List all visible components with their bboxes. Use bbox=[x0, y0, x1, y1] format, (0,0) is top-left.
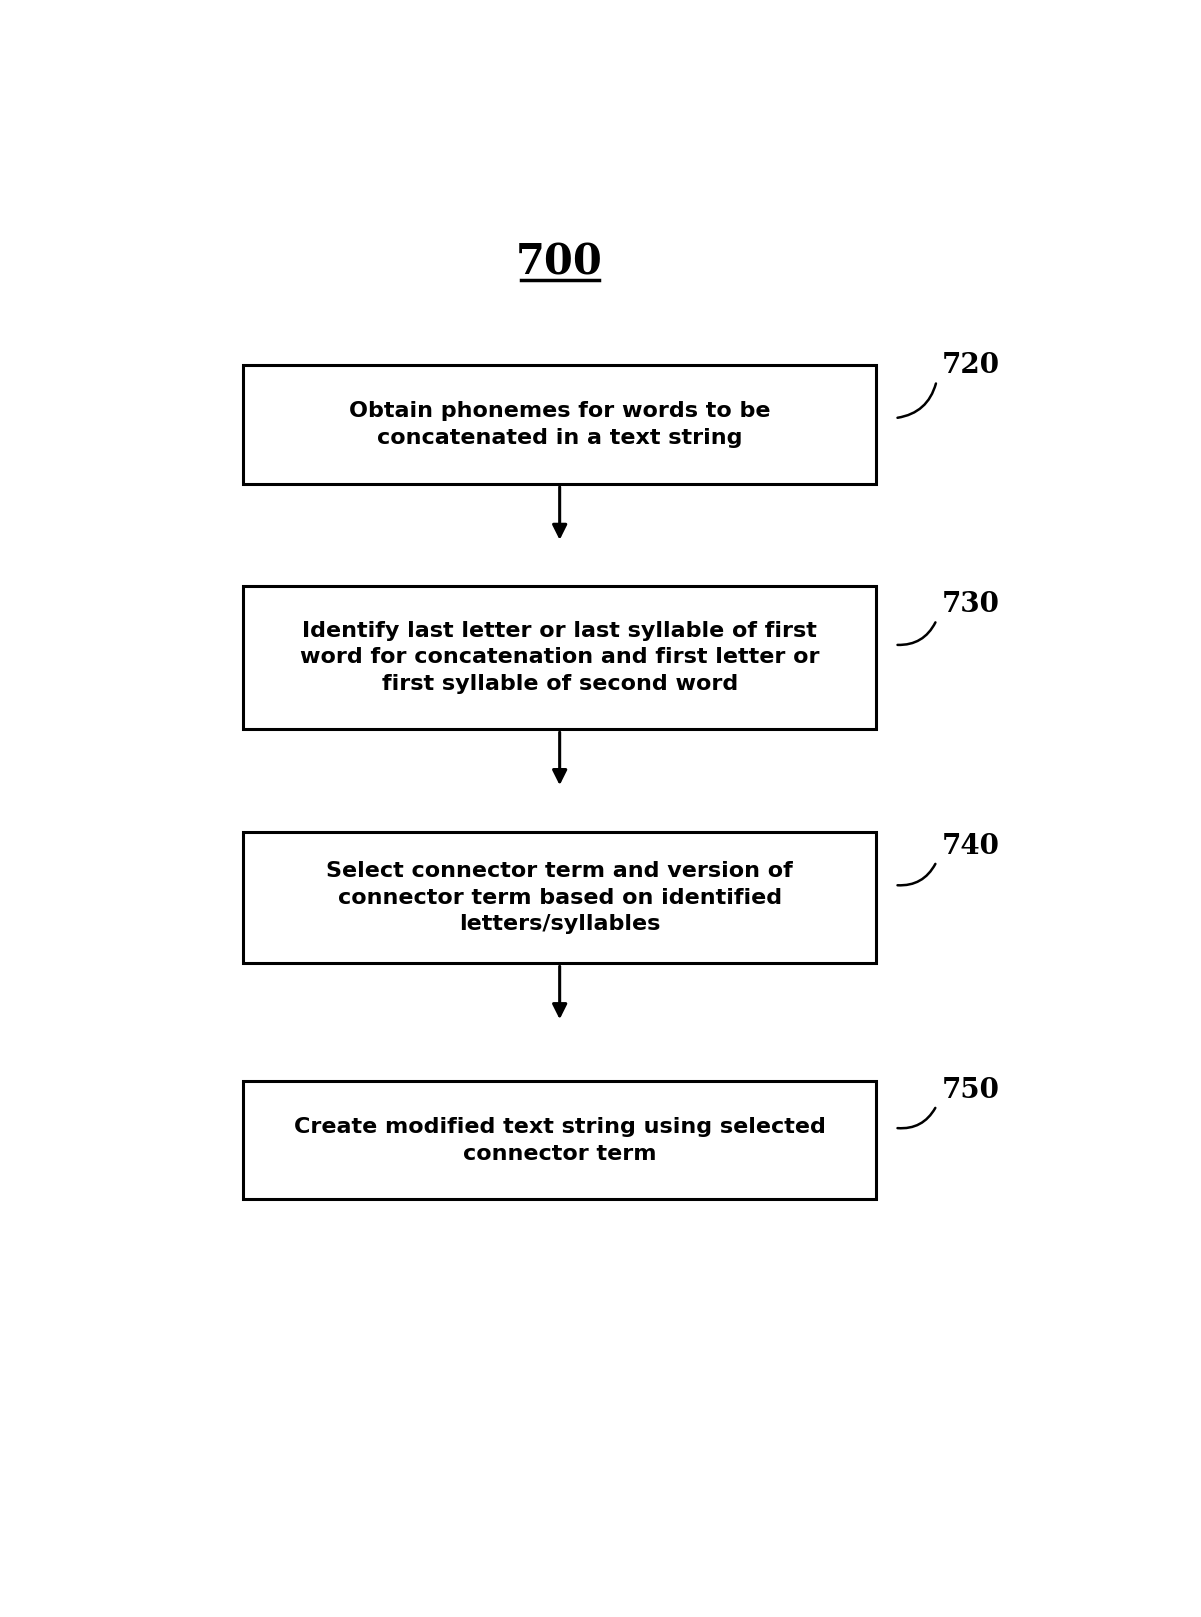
Text: 740: 740 bbox=[942, 833, 999, 860]
FancyArrowPatch shape bbox=[897, 1108, 936, 1129]
Text: 750: 750 bbox=[942, 1077, 999, 1104]
Text: Obtain phonemes for words to be
concatenated in a text string: Obtain phonemes for words to be concaten… bbox=[349, 401, 770, 448]
Text: 720: 720 bbox=[942, 353, 999, 380]
FancyArrowPatch shape bbox=[897, 383, 936, 417]
FancyArrowPatch shape bbox=[897, 863, 936, 886]
Text: 700: 700 bbox=[516, 241, 603, 283]
Text: 730: 730 bbox=[942, 592, 999, 618]
FancyBboxPatch shape bbox=[243, 1082, 877, 1200]
FancyBboxPatch shape bbox=[243, 365, 877, 483]
FancyBboxPatch shape bbox=[243, 833, 877, 962]
Text: Identify last letter or last syllable of first
word for concatenation and first : Identify last letter or last syllable of… bbox=[300, 621, 819, 694]
FancyBboxPatch shape bbox=[243, 585, 877, 729]
FancyArrowPatch shape bbox=[897, 623, 936, 645]
Text: Create modified text string using selected
connector term: Create modified text string using select… bbox=[294, 1117, 825, 1164]
Text: Select connector term and version of
connector term based on identified
letters/: Select connector term and version of con… bbox=[327, 862, 793, 935]
